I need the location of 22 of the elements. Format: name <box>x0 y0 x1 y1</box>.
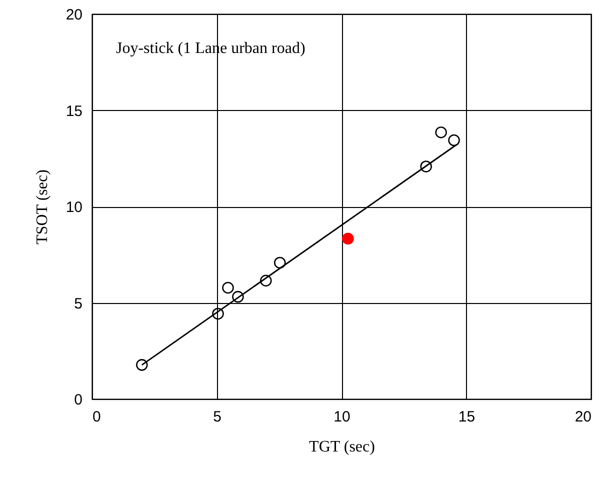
point <box>420 160 432 172</box>
y-tick-label: 10 <box>66 199 82 216</box>
point <box>136 359 148 371</box>
point <box>212 308 224 320</box>
point <box>222 282 234 294</box>
x-tick-label: 20 <box>574 408 592 426</box>
x-axis-title: TGT (sec) <box>309 438 375 456</box>
point <box>342 232 354 245</box>
x-tick-label: 5 <box>213 408 222 426</box>
point <box>448 134 460 146</box>
x-tick-label: 15 <box>458 408 476 426</box>
y-tick-label: 20 <box>66 6 82 24</box>
y-tick-label: 5 <box>74 295 82 312</box>
point <box>274 256 286 269</box>
y-tick-label: 0 <box>74 392 82 408</box>
point <box>260 274 272 286</box>
x-tick-label: 10 <box>334 408 350 426</box>
y-axis-title: TSOT (sec) <box>34 170 51 244</box>
y-tick-label: 15 <box>66 102 82 120</box>
x-tick-label: 0 <box>92 408 101 426</box>
point <box>232 290 244 303</box>
point <box>435 126 447 138</box>
